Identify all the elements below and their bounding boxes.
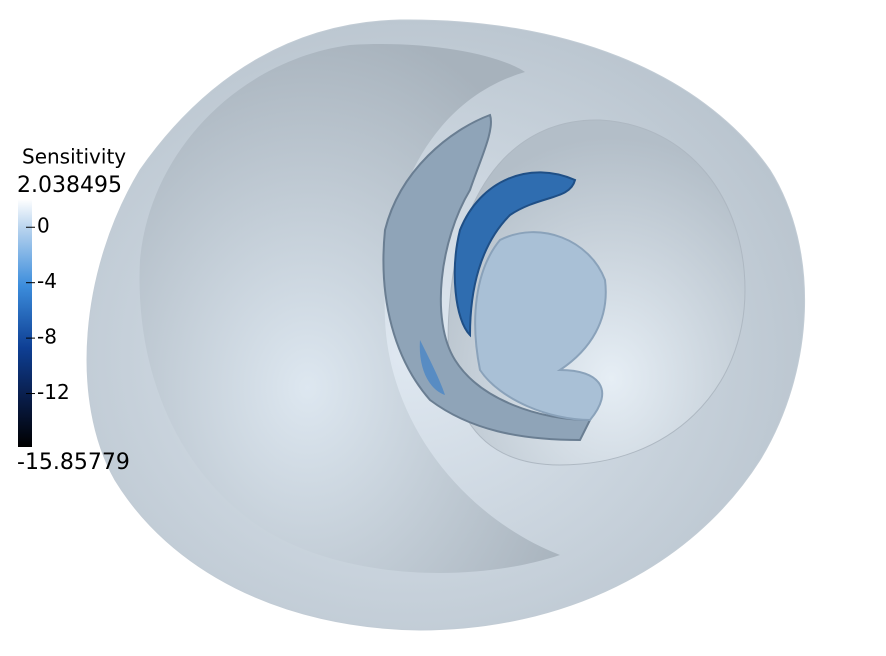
colorbar <box>18 199 32 447</box>
legend-min: -15.85779 <box>17 450 130 475</box>
isosurface-blue <box>419 340 445 395</box>
isosurface-outer <box>382 113 592 442</box>
legend-max: 2.038495 <box>17 173 122 198</box>
isosurface-inner <box>453 171 577 338</box>
isosurface-light <box>474 231 607 422</box>
inner-cavity <box>139 44 560 573</box>
tick-label: -8 <box>37 325 57 349</box>
tick-label: -12 <box>37 380 70 404</box>
tick-label: -4 <box>37 269 57 293</box>
tick-label: 0 <box>37 214 50 238</box>
legend-title: Sensitivity <box>22 145 126 169</box>
